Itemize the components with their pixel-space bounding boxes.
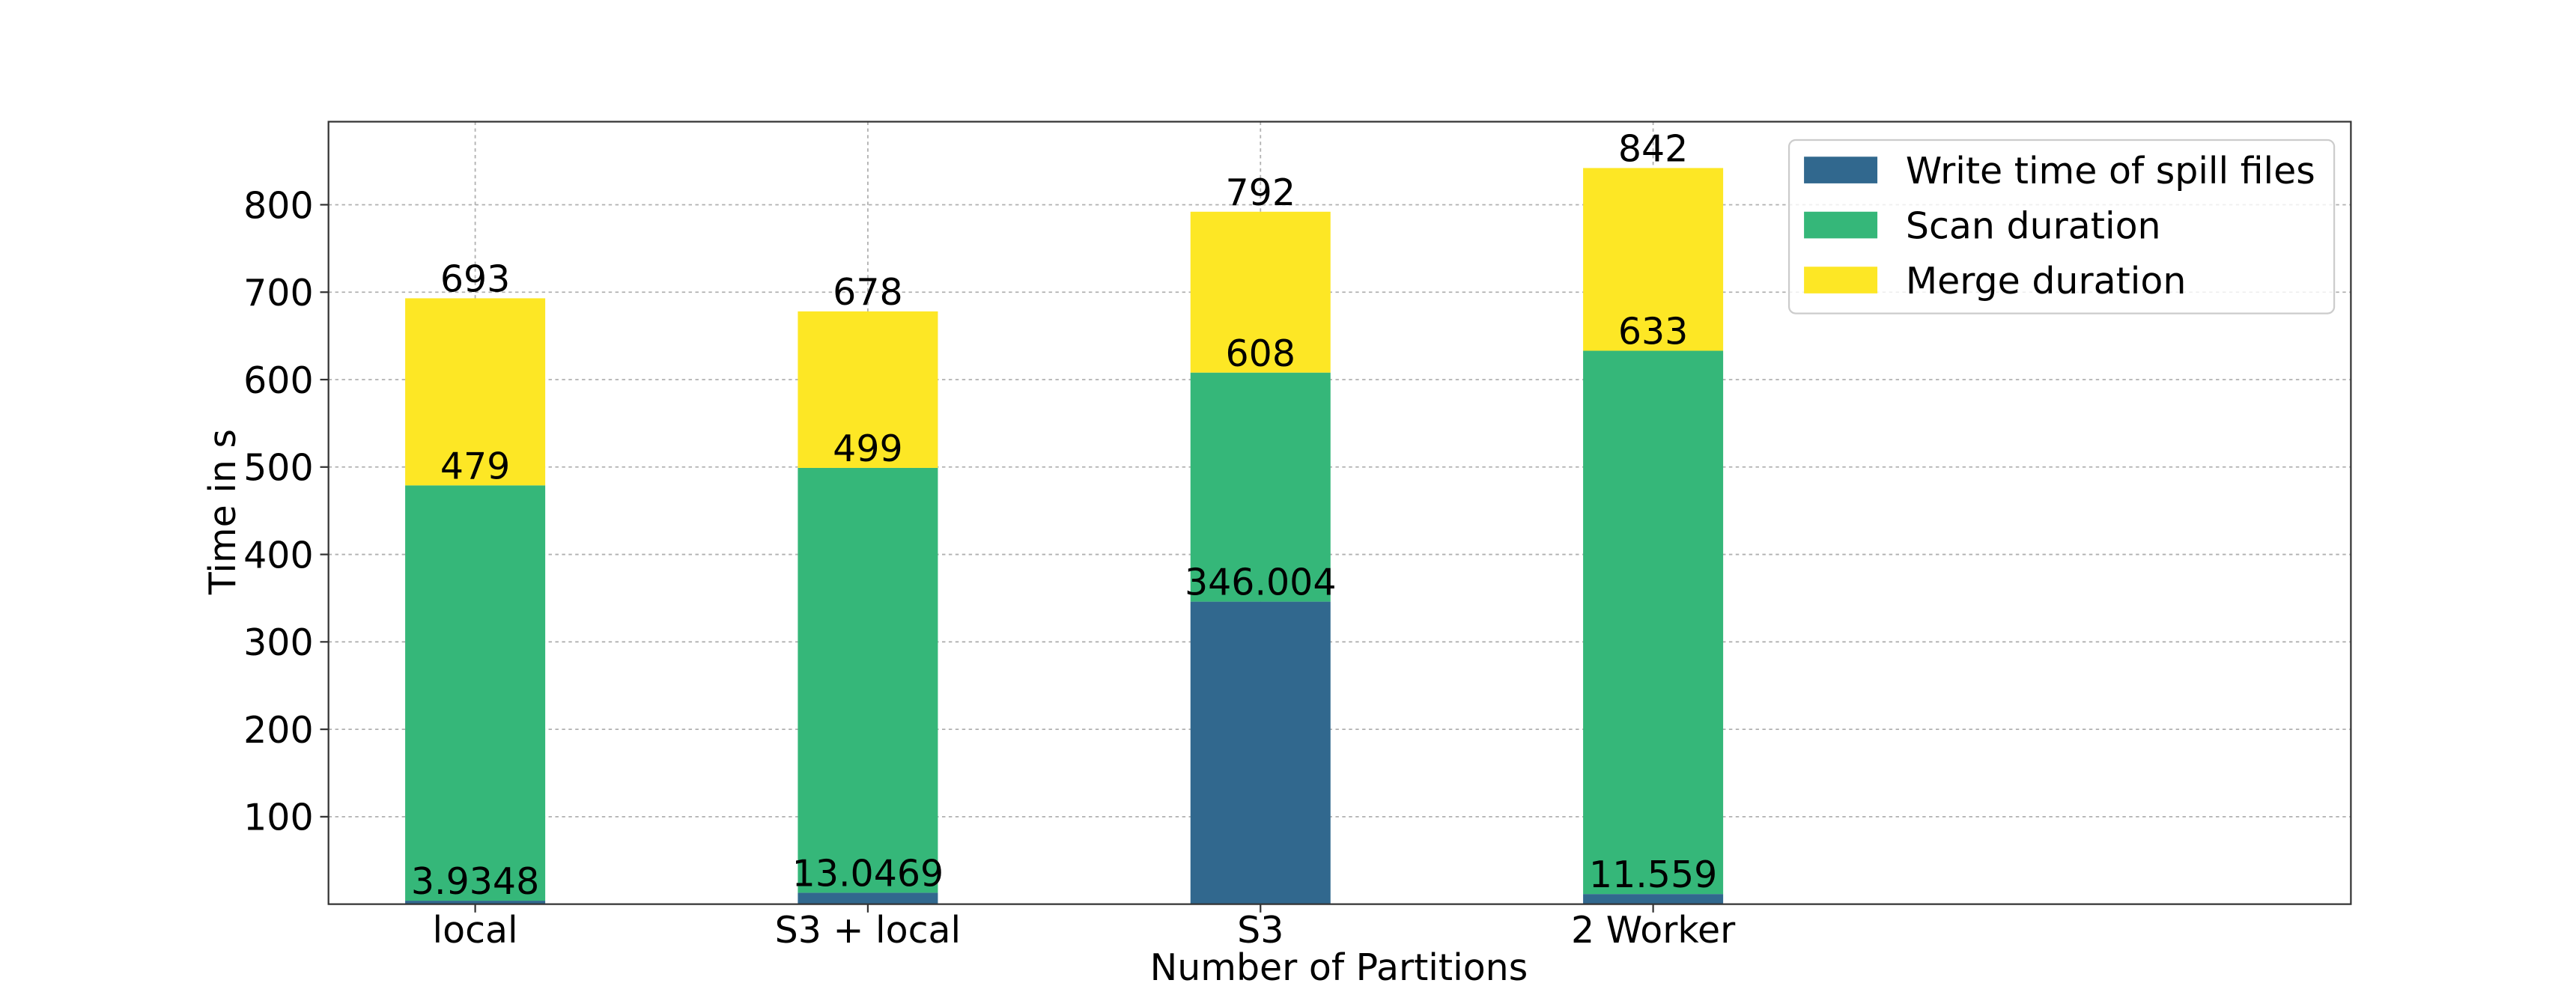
plot-frame <box>327 121 2352 905</box>
data-label: 608 <box>1226 332 1295 375</box>
bar-segment <box>405 901 546 904</box>
data-label: 346.004 <box>1185 562 1336 604</box>
legend-label: Write time of spill files <box>1906 150 2315 192</box>
legend-label: Scan duration <box>1906 204 2161 247</box>
bar-segment <box>1190 601 1331 904</box>
bar-segment <box>798 892 938 904</box>
data-label: 479 <box>440 445 510 487</box>
x-tick-label: local <box>433 909 518 952</box>
data-label: 499 <box>833 428 902 470</box>
y-tick-label: 800 <box>243 184 313 227</box>
bar-segment <box>405 298 546 486</box>
y-tick-label: 100 <box>243 797 313 839</box>
data-label: 633 <box>1618 311 1688 353</box>
bar-segment <box>1583 894 1724 904</box>
x-tick-label: S3 <box>1237 909 1284 952</box>
bar-segment <box>1583 168 1724 351</box>
data-label: 842 <box>1618 128 1688 171</box>
y-tick-label: 500 <box>243 447 313 490</box>
x-axis-label: Number of Partitions <box>1150 946 1528 989</box>
bar-layer <box>405 168 1724 904</box>
data-label: 13.0469 <box>792 853 944 895</box>
y-tick-label: 600 <box>243 359 313 402</box>
legend-box <box>1787 139 2336 314</box>
bar-segment <box>1190 372 1331 602</box>
x-tick-label: 2 Worker <box>1571 909 1736 952</box>
data-label: 792 <box>1226 171 1295 214</box>
y-tick-label: 700 <box>243 272 313 314</box>
data-label: 11.559 <box>1589 854 1717 896</box>
legend-swatch <box>1804 156 1878 183</box>
legend-swatch <box>1804 211 1878 239</box>
bar-segment <box>798 467 938 893</box>
bar-segment <box>1583 350 1724 895</box>
legend: Write time of spill files Scan duration Me… <box>1787 139 2336 314</box>
y-axis-label: Time in s <box>201 429 244 595</box>
y-tick-label: 200 <box>243 709 313 752</box>
data-label: 678 <box>833 271 902 314</box>
data-label: 3.9348 <box>411 860 539 903</box>
x-tick-label: S3 + local <box>775 909 962 952</box>
legend-swatch <box>1804 267 1878 293</box>
bar-segment <box>1190 211 1331 373</box>
bar-segment <box>405 485 546 901</box>
legend-label: Merge duration <box>1906 260 2187 302</box>
bar-segment <box>798 311 938 468</box>
y-tick-label: 400 <box>243 534 313 576</box>
data-label: 693 <box>440 258 510 301</box>
y-tick-label: 300 <box>243 621 313 664</box>
